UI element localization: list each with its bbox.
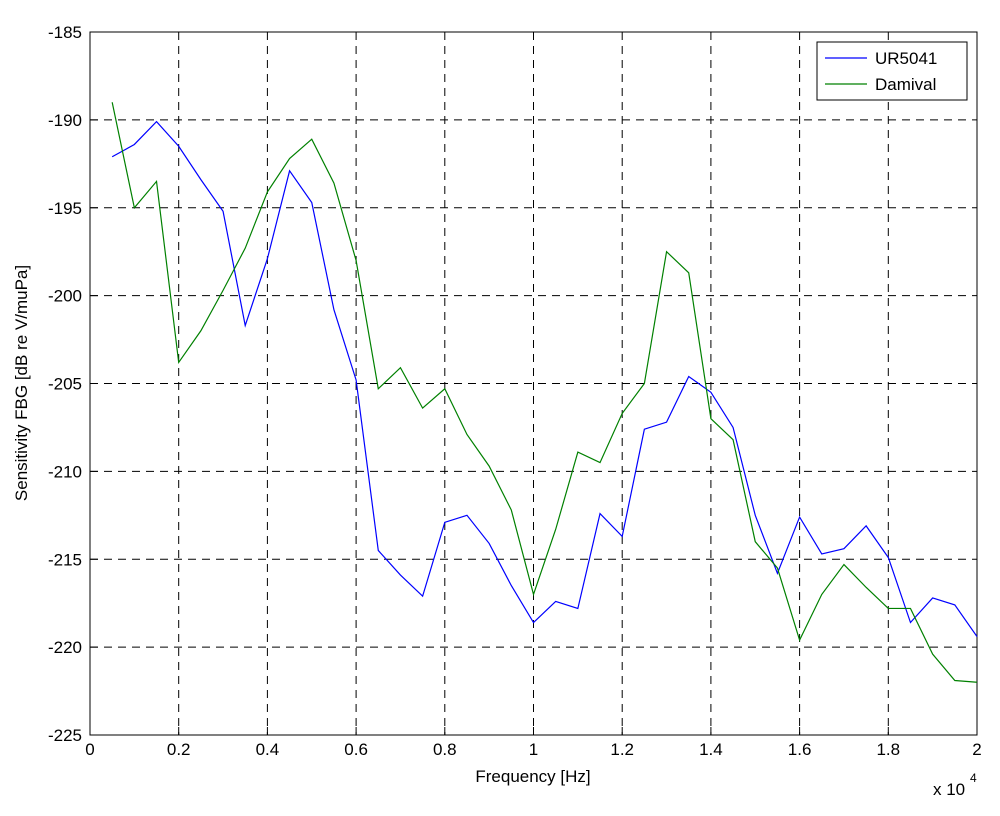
y-tick-label: -200 — [48, 287, 82, 306]
x-tick-label: 1.6 — [788, 740, 812, 759]
y-tick-label: -215 — [48, 550, 82, 569]
data-line — [111, 102, 978, 683]
y-tick-label: -225 — [48, 726, 82, 745]
x-tick-label: 1 — [529, 740, 538, 759]
x-tick-label: 2 — [972, 740, 981, 759]
y-axis-label: Sensitivity FBG [dB re V/muPa] — [12, 265, 31, 501]
data-line — [111, 120, 978, 637]
x-tick-label: 1.8 — [876, 740, 900, 759]
y-tick-label: -220 — [48, 638, 82, 657]
y-tick-label: -205 — [48, 375, 82, 394]
y-tick-label: -190 — [48, 111, 82, 130]
plot-frame — [89, 31, 978, 736]
x-scale-label: x 10 — [933, 780, 965, 799]
x-axis-label: Frequency [Hz] — [475, 767, 590, 786]
legend-label: UR5041 — [875, 49, 937, 68]
y-tick-label: -195 — [48, 199, 82, 218]
x-tick-label: 0.2 — [167, 740, 191, 759]
y-tick-label: -210 — [48, 462, 82, 481]
x-scale-exponent: 4 — [970, 771, 977, 785]
legend-box — [816, 41, 968, 101]
x-tick-label: 0.8 — [433, 740, 457, 759]
x-tick-label: 1.4 — [699, 740, 723, 759]
x-tick-label: 0.6 — [344, 740, 368, 759]
x-tick-label: 1.2 — [610, 740, 634, 759]
x-tick-label: 0 — [85, 740, 94, 759]
legend-label: Damival — [875, 75, 936, 94]
x-tick-label: 0.4 — [256, 740, 280, 759]
y-tick-label: -185 — [48, 23, 82, 42]
